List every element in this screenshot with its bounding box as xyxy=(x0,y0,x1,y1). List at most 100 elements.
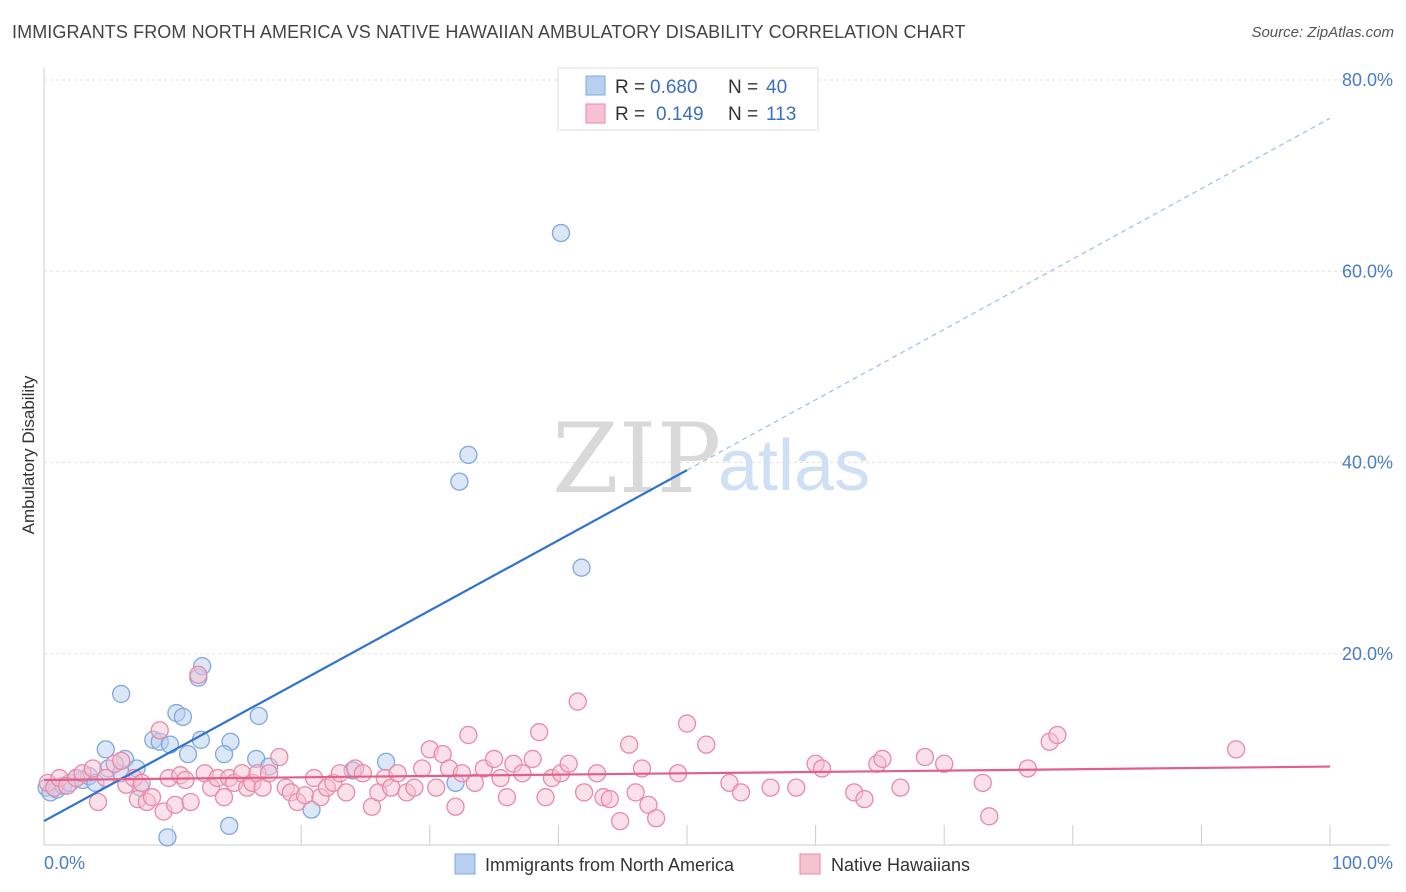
point-hawaiians-7 xyxy=(88,792,108,812)
point-hawaiians-93 xyxy=(731,783,751,802)
point-hawaiians-36 xyxy=(259,764,279,783)
point-hawaiians-99 xyxy=(855,789,874,809)
point-hawaiians-79 xyxy=(574,783,594,802)
y-tick-label-2: 60.0% xyxy=(1342,261,1393,281)
y-tick-label-3: 80.0% xyxy=(1342,70,1393,90)
trend-line-immigrants xyxy=(43,469,688,823)
point-hawaiians-67 xyxy=(484,749,504,769)
source-label: Source: ZipAtlas.com xyxy=(1251,24,1394,41)
point-hawaiians-28 xyxy=(214,788,234,807)
point-hawaiians-22 xyxy=(176,770,195,790)
point-hawaiians-103 xyxy=(915,747,935,767)
point-immigrants-30 xyxy=(220,816,239,836)
x-tick-label-1: 100.0% xyxy=(1332,853,1393,873)
point-hawaiians-13 xyxy=(132,773,151,792)
point-immigrants-31 xyxy=(158,828,177,847)
legend-r-value-1: 0.680 xyxy=(650,77,698,98)
point-hawaiians-91 xyxy=(697,735,716,754)
y-tick-label-1: 40.0% xyxy=(1342,453,1393,473)
point-hawaiians-74 xyxy=(536,788,555,807)
legend-r-value-2: 0.149 xyxy=(656,104,704,125)
point-hawaiians-65 xyxy=(465,773,484,792)
y-axis-label: Ambulatory Disability xyxy=(19,375,38,534)
point-hawaiians-72 xyxy=(523,749,542,769)
point-hawaiians-88 xyxy=(646,809,666,828)
legend-n-value-1: 40 xyxy=(766,77,787,98)
point-hawaiians-71 xyxy=(513,764,532,783)
point-hawaiians-41 xyxy=(295,786,315,805)
point-hawaiians-17 xyxy=(150,721,169,740)
bottom-legend-swatch-immigrants xyxy=(454,853,476,875)
legend-n-value-2: 113 xyxy=(766,104,796,125)
point-hawaiians-107 xyxy=(1018,759,1037,778)
point-immigrants-36 xyxy=(459,445,478,465)
point-hawaiians-46 xyxy=(330,764,349,783)
point-hawaiians-83 xyxy=(610,811,630,831)
point-immigrants-26 xyxy=(214,745,234,764)
y-tick-label-0: 20.0% xyxy=(1342,644,1393,664)
point-hawaiians-54 xyxy=(388,764,407,783)
point-hawaiians-104 xyxy=(935,754,954,773)
chart-title: IMMIGRANTS FROM NORTH AMERICA VS NATIVE … xyxy=(12,22,966,42)
trend-line-immigrants-extension xyxy=(686,117,1331,471)
point-immigrants-39 xyxy=(572,558,591,577)
bottom-legend-immigrants: Immigrants from North America xyxy=(485,855,735,875)
point-hawaiians-106 xyxy=(980,807,999,826)
point-hawaiians-101 xyxy=(873,749,892,769)
legend-swatch-hawaiians xyxy=(585,103,606,124)
point-hawaiians-57 xyxy=(412,759,432,778)
legend: R = 0.680 N = 40 R = 0.149 N = 113 xyxy=(557,67,819,131)
point-immigrants-38 xyxy=(551,223,571,243)
bottom-legend-swatch-hawaiians xyxy=(799,853,821,875)
watermark-zip: ZIP xyxy=(552,403,721,515)
grid-lines xyxy=(44,79,1390,655)
point-hawaiians-68 xyxy=(491,768,510,788)
point-immigrants-21 xyxy=(178,745,198,764)
point-hawaiians-37 xyxy=(270,747,289,767)
point-hawaiians-78 xyxy=(568,692,587,711)
bottom-legend: Immigrants from North America Native Haw… xyxy=(454,853,970,875)
point-hawaiians-77 xyxy=(559,754,578,773)
watermark: ZIP atlas xyxy=(552,403,870,515)
point-hawaiians-62 xyxy=(446,797,465,816)
point-hawaiians-97 xyxy=(812,759,832,778)
point-hawaiians-73 xyxy=(529,723,549,742)
point-hawaiians-49 xyxy=(353,764,373,783)
watermark-atlas: atlas xyxy=(718,426,870,506)
point-immigrants-15 xyxy=(112,684,131,704)
legend-swatch-immigrants xyxy=(585,75,606,96)
point-hawaiians-10 xyxy=(112,751,131,770)
x-tick-label-0: 0.0% xyxy=(44,853,85,873)
tick-labels: 20.0% 40.0% 60.0% 80.0% 0.0% 100.0% xyxy=(44,70,1393,873)
legend-r-label-2: R = xyxy=(615,104,645,125)
point-hawaiians-69 xyxy=(497,788,517,807)
point-hawaiians-47 xyxy=(337,783,356,802)
point-hawaiians-105 xyxy=(973,773,992,792)
point-immigrants-20 xyxy=(173,707,193,727)
point-hawaiians-20 xyxy=(166,795,185,814)
bottom-legend-hawaiians: Native Hawaiians xyxy=(831,855,970,875)
point-hawaiians-102 xyxy=(891,778,910,797)
point-hawaiians-59 xyxy=(427,778,446,797)
point-hawaiians-82 xyxy=(600,789,619,809)
legend-n-label-1: N = xyxy=(728,77,758,98)
point-hawaiians-24 xyxy=(189,665,208,684)
point-hawaiians-95 xyxy=(787,778,806,797)
point-hawaiians-84 xyxy=(619,735,639,754)
point-hawaiians-85 xyxy=(626,783,645,802)
point-hawaiians-110 xyxy=(1226,740,1246,759)
point-hawaiians-6 xyxy=(83,759,103,778)
point-immigrants-11 xyxy=(96,740,115,759)
point-hawaiians-56 xyxy=(405,778,424,797)
point-hawaiians-90 xyxy=(677,714,697,733)
legend-n-label-2: N = xyxy=(728,104,758,125)
point-hawaiians-23 xyxy=(181,792,200,812)
trend-lines xyxy=(43,117,1331,823)
point-immigrants-27 xyxy=(249,706,268,726)
point-hawaiians-64 xyxy=(459,725,478,745)
point-hawaiians-16 xyxy=(142,788,162,807)
point-hawaiians-94 xyxy=(761,778,780,797)
point-immigrants-18 xyxy=(160,735,180,754)
point-hawaiians-63 xyxy=(452,764,472,783)
